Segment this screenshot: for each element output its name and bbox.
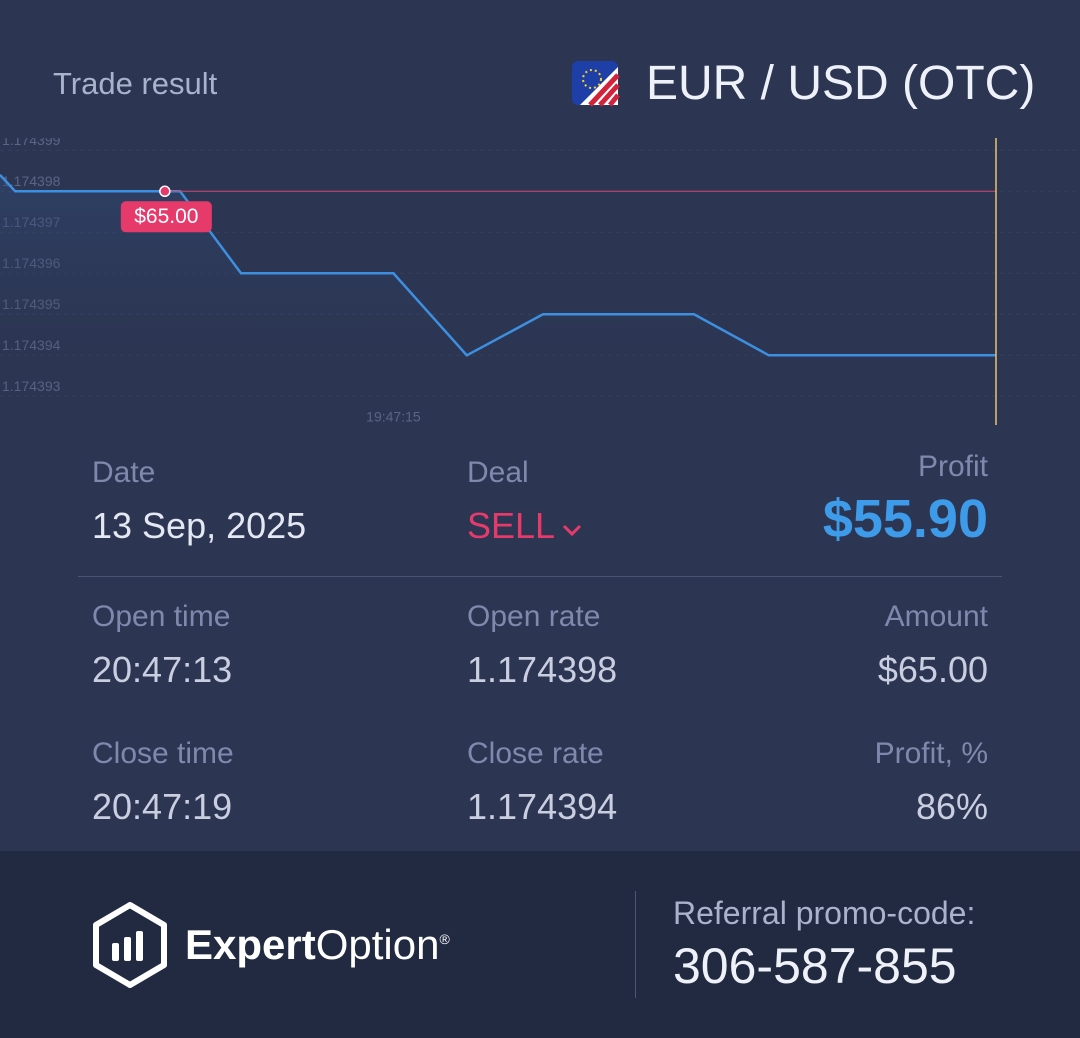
flag-icon: [572, 61, 620, 107]
value: 13 Sep, 2025: [92, 505, 307, 546]
deal-value: SELL: [467, 508, 583, 544]
y-tick-label: 1.174398: [2, 173, 61, 189]
value: $65.00: [877, 649, 988, 690]
pair: EUR / USD (OTC): [646, 57, 1036, 110]
label: Amount: [884, 600, 988, 633]
brand-mark: ®: [439, 931, 450, 947]
label: Deal: [467, 456, 529, 489]
brand-light: Option: [315, 921, 440, 968]
logo-icon: [93, 902, 167, 988]
profit-value: $55.90: [822, 489, 988, 549]
label: Close time: [92, 737, 234, 770]
value: 20:47:19: [92, 786, 233, 827]
divider: [635, 891, 636, 998]
open-label-text: $65.00: [134, 205, 198, 228]
chart: 1.1743931.1743941.1743951.1743961.174397…: [0, 138, 1080, 425]
promo-label: Referral promo-code:: [673, 895, 976, 931]
brand: ExpertOption®: [185, 924, 450, 966]
label: Open time: [92, 600, 231, 633]
footer: ExpertOption® Referral promo-code: 306-5…: [0, 851, 1080, 1038]
label: Profit: [917, 450, 988, 483]
label: Date: [92, 456, 156, 489]
value: 1.174394: [467, 786, 618, 827]
line: [0, 174, 996, 357]
divider: [78, 576, 1002, 577]
label: Open rate: [467, 600, 601, 633]
open-label-box: [120, 201, 212, 233]
promo-code: 306-587-855: [673, 938, 957, 994]
value: 20:47:13: [92, 649, 233, 690]
open-label: $65.00: [120, 201, 212, 233]
value: 86%: [915, 786, 988, 827]
title: Trade result: [53, 66, 218, 101]
value: SELL: [467, 505, 556, 546]
line-area: [0, 174, 996, 425]
value: 1.174398: [467, 649, 618, 690]
y-tick-label: 1.174399: [2, 138, 61, 148]
down-arrow: [563, 524, 582, 537]
brand-bold: Expert: [185, 921, 316, 968]
label: Close rate: [467, 737, 604, 770]
label: Profit, %: [874, 737, 988, 770]
open-marker: [159, 185, 171, 198]
